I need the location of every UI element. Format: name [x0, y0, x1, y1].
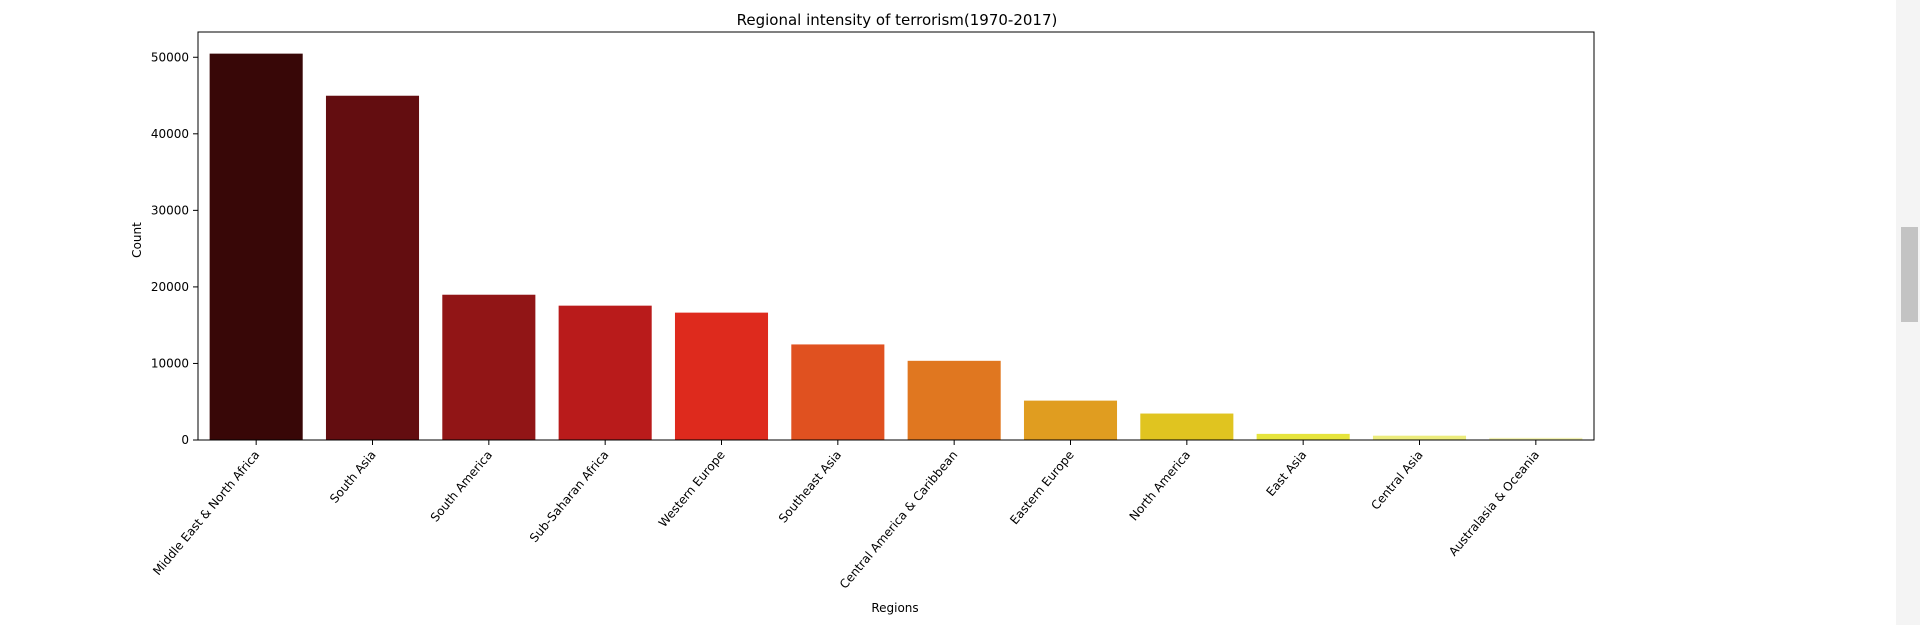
bar	[674, 312, 769, 440]
bar	[791, 344, 885, 440]
bar	[1023, 400, 1118, 440]
y-tick-label: 40000	[151, 127, 189, 141]
x-tick-label: Southeast Asia	[776, 448, 844, 526]
bar	[325, 95, 420, 440]
bar	[1372, 435, 1467, 440]
y-axis-label: Count	[130, 222, 144, 258]
bar	[209, 53, 303, 441]
y-axis: 0 10000 20000 30000 40000 50000	[151, 50, 198, 447]
y-tick-label: 10000	[151, 356, 189, 370]
x-tick-label: Eastern Europe	[1007, 448, 1077, 527]
bar	[907, 360, 1001, 440]
bar	[1489, 437, 1583, 440]
bar	[442, 294, 536, 440]
x-tick-label: North America	[1127, 448, 1194, 524]
bar	[558, 305, 652, 440]
y-tick-label: 20000	[151, 280, 189, 294]
bar	[1140, 413, 1234, 440]
x-tick-label: Central Asia	[1368, 448, 1425, 513]
chart-title: Regional intensity of terrorism(1970-201…	[737, 11, 1058, 29]
x-axis-label: Regions	[871, 601, 918, 615]
y-tick-label: 30000	[151, 203, 189, 217]
x-tick-label: South Asia	[327, 448, 379, 506]
x-tick-label: Central America & Caribbean	[837, 448, 961, 591]
x-axis: Middle East & North Africa South Asia Sout…	[150, 440, 1542, 591]
x-tick-label: Australasia & Oceania	[1446, 448, 1542, 559]
x-tick-label: South America	[428, 448, 495, 525]
y-tick-label: 50000	[151, 50, 189, 64]
scrollbar-thumb[interactable]	[1901, 227, 1918, 322]
bar	[1256, 433, 1350, 440]
x-tick-label: East Asia	[1263, 448, 1309, 499]
bars-layer	[209, 53, 1583, 441]
x-tick-label: Western Europe	[656, 448, 728, 530]
x-tick-label: Sub-Saharan Africa	[527, 448, 612, 545]
x-tick-label: Middle East & North Africa	[150, 448, 262, 578]
y-tick-label: 0	[181, 433, 189, 447]
plot-frame	[197, 31, 1595, 441]
